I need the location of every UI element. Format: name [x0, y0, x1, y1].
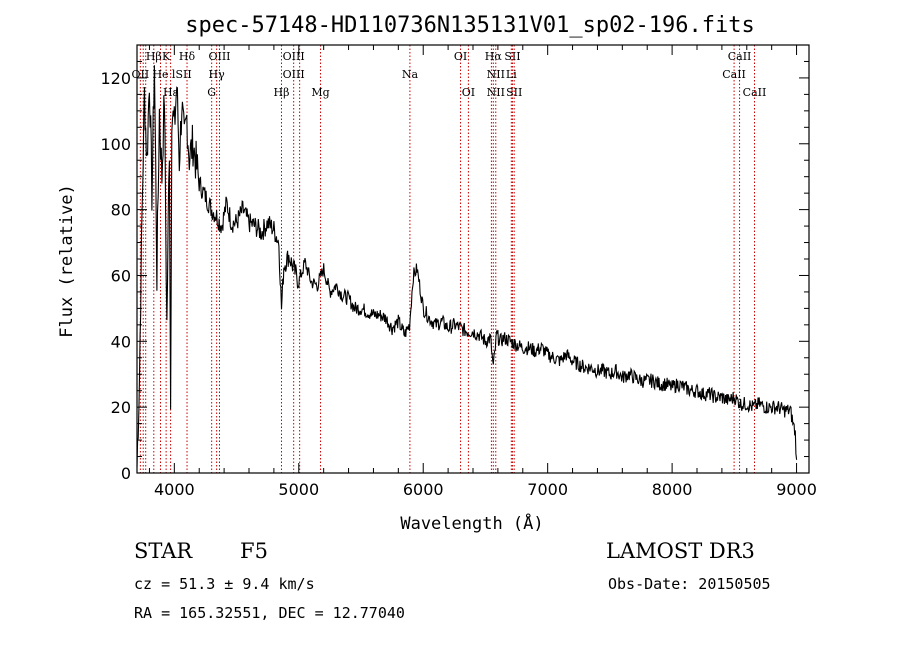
spectral-line-label: He — [152, 68, 168, 81]
spectral-line-label: Hα — [485, 50, 503, 63]
y-axis-label: Flux (relative) — [57, 184, 77, 338]
y-tick-label: 20 — [111, 398, 131, 417]
spectral-line-label: SII — [504, 50, 520, 63]
y-tick-label: 120 — [100, 69, 131, 88]
spectral-line-label: Hγ — [209, 68, 226, 81]
spectral-line-markers — [139, 45, 755, 473]
spectral-line-label: Hε — [163, 86, 179, 99]
observation-date: Obs-Date: 20150505 — [608, 575, 771, 593]
spectral-line-label: SII — [506, 86, 522, 99]
x-axis-ticks: 4000 5000 6000 7000 8000 9000 — [148, 45, 817, 499]
object-class: STAR — [134, 539, 193, 563]
spectral-line-label: NII — [487, 86, 505, 99]
spectral-line-label: K — [162, 50, 171, 63]
y-tick-label: 100 — [100, 135, 131, 154]
spectrum-series-line — [136, 65, 798, 467]
coordinates: RA = 165.32551, DEC = 12.77040 — [134, 604, 405, 622]
plot-frame — [136, 44, 810, 474]
spectral-line-label: Mg — [311, 86, 329, 99]
spectral-line-label: OIII — [283, 68, 305, 81]
spectral-line-label: Hδ — [179, 50, 196, 63]
survey-name: LAMOST DR3 — [606, 539, 755, 563]
spectral-line-label: Hβ — [274, 86, 290, 99]
spectral-line-label: Hβ — [146, 50, 162, 63]
x-tick-label: 5000 — [278, 480, 319, 499]
chart-title: spec-57148-HD110736N135131V01_sp02-196.f… — [185, 13, 755, 38]
y-tick-label: 60 — [111, 266, 131, 285]
x-tick-label: 4000 — [154, 480, 195, 499]
spectral-line-label: Li — [506, 68, 517, 81]
x-tick-label: 7000 — [527, 480, 568, 499]
x-tick-label: 9000 — [776, 480, 817, 499]
x-axis-label: Wavelength (Å) — [400, 512, 543, 534]
x-tick-label: 6000 — [403, 480, 444, 499]
y-tick-label: 40 — [111, 332, 131, 351]
spectral-line-label: G — [207, 86, 216, 99]
spectral-line-label: OI — [454, 50, 467, 63]
object-subclass: F5 — [240, 539, 268, 563]
spectral-line-label: Na — [402, 68, 419, 81]
spectral-line-label: CaII — [722, 68, 746, 81]
x-tick-label: 8000 — [652, 480, 693, 499]
spectral-line-label: OIII — [208, 50, 230, 63]
spectral-line-label: OII — [132, 68, 150, 81]
spectral-line-label: OIII — [283, 50, 305, 63]
spectral-line-label: lSII — [172, 68, 192, 81]
spectral-line-label: OI — [462, 86, 475, 99]
spectral-line-label: NII — [487, 68, 505, 81]
y-tick-label: 0 — [121, 464, 131, 483]
spectral-line-label: CaII — [728, 50, 752, 63]
redshift-cz: cz = 51.3 ± 9.4 km/s — [134, 575, 315, 593]
y-tick-label: 80 — [111, 201, 131, 220]
spectral-line-label: CaII — [743, 86, 767, 99]
y-axis-ticks: 0 20 40 60 80 100 120 — [100, 60, 809, 483]
